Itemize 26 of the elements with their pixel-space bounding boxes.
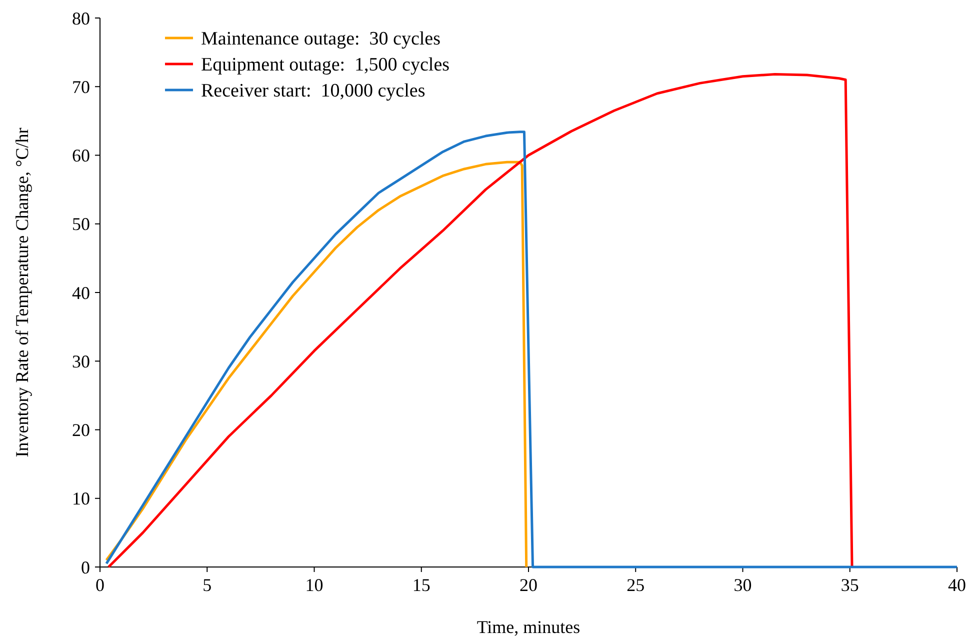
x-tick-label: 20 [520,575,538,595]
y-tick-label: 50 [72,214,90,234]
line-series [105,130,958,568]
line-series [105,160,528,568]
y-tick-label: 70 [72,76,90,97]
x-tick-label: 25 [626,575,645,595]
y-tick-label: 10 [72,488,90,509]
y-axis-title: Inventory Rate of Temperature Change, °C/hr [12,128,32,458]
legend-label: Maintenance outage: 30 cycles [201,28,441,50]
legend-label: Equipment outage: 1,500 cycles [201,54,450,76]
legend-label: Receiver start: 10,000 cycles [201,80,426,102]
line-series [107,73,854,568]
x-tick-label: 10 [305,575,324,595]
x-tick-label: 35 [840,575,859,595]
y-tick-label: 30 [72,351,90,372]
x-tick-label: 15 [412,575,430,595]
y-tick-label: 80 [72,8,90,28]
x-axis-title: Time, minutes [476,617,580,637]
y-tick-label: 40 [72,282,90,303]
y-tick-label: 60 [72,146,90,166]
x-tick-label: 5 [202,575,212,595]
x-tick-label: 40 [948,575,966,595]
x-tick-label: 0 [96,575,104,595]
y-tick-label: 20 [72,420,90,440]
x-tick-label: 30 [734,575,752,595]
y-tick-label: 0 [81,557,90,578]
